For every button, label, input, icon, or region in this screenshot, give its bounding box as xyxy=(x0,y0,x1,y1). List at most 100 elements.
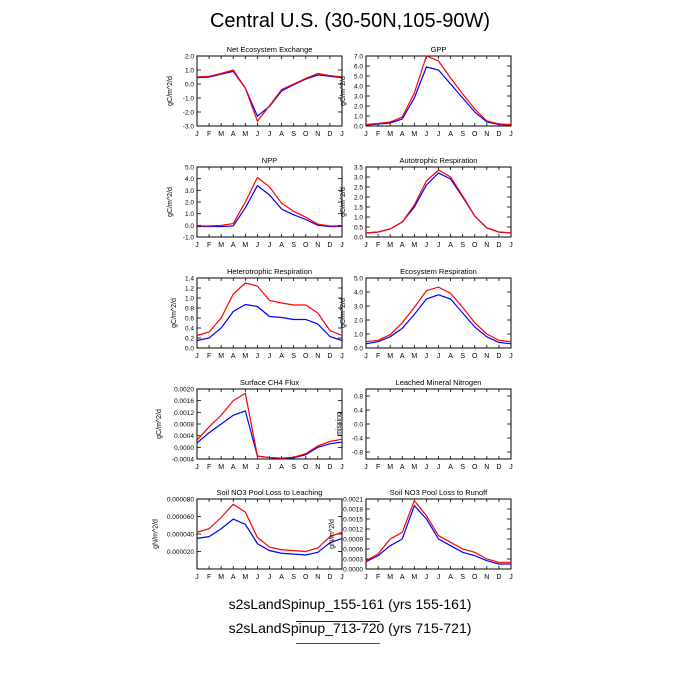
x-tick-label: S xyxy=(460,242,465,249)
x-tick-label: J xyxy=(195,574,199,581)
y-tick-label: 0.0 xyxy=(185,223,194,230)
x-tick-label: M xyxy=(387,464,393,471)
x-tick-label: N xyxy=(484,464,489,471)
x-tick-label: N xyxy=(315,242,320,249)
series-line-2 xyxy=(196,69,343,123)
y-tick-label: 4.0 xyxy=(354,84,363,91)
x-tick-label: O xyxy=(303,574,309,581)
x-tick-label: M xyxy=(387,353,393,360)
x-tick-label: D xyxy=(496,131,501,138)
x-tick-label: M xyxy=(242,242,248,249)
y-tick-label: 0.0016 xyxy=(174,398,194,405)
x-tick-label: F xyxy=(207,131,211,138)
y-tick-label: 0.8 xyxy=(185,306,194,313)
y-tick-label: 3.0 xyxy=(354,175,363,182)
x-tick-label: J xyxy=(256,353,260,360)
x-tick-label: J xyxy=(437,464,441,471)
x-tick-label: S xyxy=(291,131,296,138)
x-tick-label: J xyxy=(364,353,368,360)
x-tick-label: O xyxy=(472,353,478,360)
x-tick-label: D xyxy=(496,464,501,471)
series-line-1 xyxy=(365,66,512,126)
panel-title: Autotrophic Respiration xyxy=(400,156,478,165)
y-tick-label: 0.0020 xyxy=(174,387,194,394)
y-axis-label: gN/m^2/d xyxy=(152,519,159,549)
y-tick-label: 0.4 xyxy=(185,326,194,333)
panel-title: Heterotrophic Respiration xyxy=(227,267,312,276)
y-tick-label: 0.0012 xyxy=(174,410,194,417)
x-tick-label: A xyxy=(448,131,453,138)
y-tick-label: 0.5 xyxy=(354,225,363,232)
y-tick-label: 0.4 xyxy=(354,408,363,415)
x-tick-label: J xyxy=(425,353,429,360)
x-tick-label: J xyxy=(268,131,272,138)
series-line-1 xyxy=(197,184,342,228)
x-tick-label: F xyxy=(376,464,380,471)
y-tick-label: 1.0 xyxy=(185,296,194,303)
x-tick-label: J xyxy=(195,353,199,360)
y-tick-label: 0.0008 xyxy=(174,422,194,429)
x-tick-label: F xyxy=(207,353,211,360)
x-tick-label: A xyxy=(400,242,405,249)
y-tick-label: 3.0 xyxy=(185,188,194,195)
panel-title: Surface CH4 Flux xyxy=(240,378,299,387)
x-tick-label: A xyxy=(231,464,236,471)
x-tick-label: J xyxy=(195,131,199,138)
y-tick-label: 4.0 xyxy=(185,176,194,183)
x-tick-label: M xyxy=(218,464,224,471)
x-tick-label: D xyxy=(496,353,501,360)
y-axis-label: gC/m^2/d xyxy=(340,187,347,217)
y-tick-label: 5.0 xyxy=(354,74,363,81)
series-line-1 xyxy=(365,504,511,565)
y-tick-label: 0.0004 xyxy=(174,433,194,440)
panel-title: Soil NO3 Pool Loss to Runoff xyxy=(390,488,488,497)
x-tick-label: J xyxy=(437,242,441,249)
y-tick-label: 0.000020 xyxy=(167,549,194,556)
x-tick-label: J xyxy=(425,464,429,471)
series-line-1 xyxy=(365,172,512,234)
panel-title: Soil NO3 Pool Loss to Leaching xyxy=(217,488,323,497)
x-tick-label: A xyxy=(231,242,236,249)
y-tick-label: -0.4 xyxy=(352,436,364,443)
x-tick-label: D xyxy=(496,242,501,249)
y-tick-label: 0.0015 xyxy=(343,517,363,524)
x-tick-label: M xyxy=(242,464,248,471)
x-tick-label: F xyxy=(376,574,380,581)
x-tick-label: J xyxy=(364,242,368,249)
x-tick-label: J xyxy=(340,464,344,471)
x-tick-label: O xyxy=(472,242,478,249)
x-tick-label: D xyxy=(496,574,501,581)
x-tick-label: S xyxy=(291,464,296,471)
x-tick-label: N xyxy=(315,353,320,360)
y-tick-label: 0.000040 xyxy=(167,532,194,539)
y-tick-label: 3.0 xyxy=(354,304,363,311)
x-tick-label: F xyxy=(376,131,380,138)
x-tick-label: D xyxy=(327,574,332,581)
plot-frame xyxy=(365,388,512,460)
x-tick-label: M xyxy=(411,574,417,581)
x-tick-label: J xyxy=(509,131,513,138)
panel-title: Leached Mineral Nitrogen xyxy=(396,378,482,387)
y-tick-label: 1.0 xyxy=(185,211,194,218)
y-tick-label: 0.0000 xyxy=(174,445,194,452)
x-tick-label: N xyxy=(315,131,320,138)
x-tick-label: M xyxy=(411,131,417,138)
series-line-1 xyxy=(196,518,343,556)
y-tick-label: 5.0 xyxy=(185,165,194,172)
x-tick-label: N xyxy=(484,353,489,360)
y-axis-label: gC/m^2/d xyxy=(167,187,174,217)
x-tick-label: J xyxy=(195,464,199,471)
y-tick-label: 0.0 xyxy=(354,346,363,353)
x-tick-label: J xyxy=(340,242,344,249)
x-tick-label: N xyxy=(484,574,489,581)
x-tick-label: J xyxy=(268,242,272,249)
y-tick-label: -3.0 xyxy=(183,124,195,131)
y-tick-label: 0.0 xyxy=(354,422,363,429)
x-tick-label: J xyxy=(425,242,429,249)
x-tick-label: A xyxy=(448,242,453,249)
x-tick-label: J xyxy=(256,464,260,471)
y-tick-label: 3.0 xyxy=(354,94,363,101)
